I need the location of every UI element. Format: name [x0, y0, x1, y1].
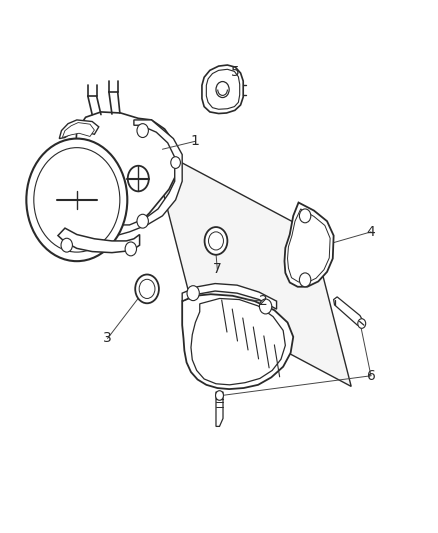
Circle shape: [137, 124, 148, 138]
Polygon shape: [333, 297, 363, 326]
Circle shape: [127, 166, 148, 191]
Polygon shape: [58, 228, 139, 253]
Circle shape: [187, 286, 199, 301]
Polygon shape: [215, 392, 223, 426]
Polygon shape: [287, 209, 329, 282]
Circle shape: [137, 214, 148, 228]
Polygon shape: [62, 123, 94, 138]
Text: 5: 5: [230, 65, 239, 79]
Circle shape: [357, 319, 365, 328]
Circle shape: [125, 242, 136, 256]
Text: 2: 2: [258, 294, 267, 308]
Circle shape: [26, 139, 127, 261]
Text: 7: 7: [212, 262, 221, 276]
Polygon shape: [59, 120, 99, 139]
Polygon shape: [201, 65, 243, 114]
Circle shape: [215, 82, 229, 98]
Circle shape: [139, 279, 155, 298]
Polygon shape: [107, 120, 182, 236]
Circle shape: [215, 391, 223, 400]
Circle shape: [299, 209, 310, 223]
Circle shape: [135, 274, 159, 303]
Polygon shape: [284, 203, 333, 287]
Circle shape: [208, 232, 223, 250]
Circle shape: [204, 227, 227, 255]
Polygon shape: [206, 69, 239, 109]
Polygon shape: [151, 147, 350, 386]
Circle shape: [61, 238, 72, 252]
Polygon shape: [70, 112, 177, 236]
Text: 3: 3: [103, 332, 112, 345]
Text: 1: 1: [191, 134, 199, 148]
Polygon shape: [182, 294, 293, 389]
Text: 6: 6: [366, 369, 374, 383]
Circle shape: [259, 299, 271, 314]
Circle shape: [170, 157, 180, 168]
Polygon shape: [191, 298, 285, 385]
Text: 4: 4: [366, 225, 374, 239]
Circle shape: [34, 148, 120, 252]
Polygon shape: [182, 284, 276, 309]
Circle shape: [299, 273, 310, 287]
